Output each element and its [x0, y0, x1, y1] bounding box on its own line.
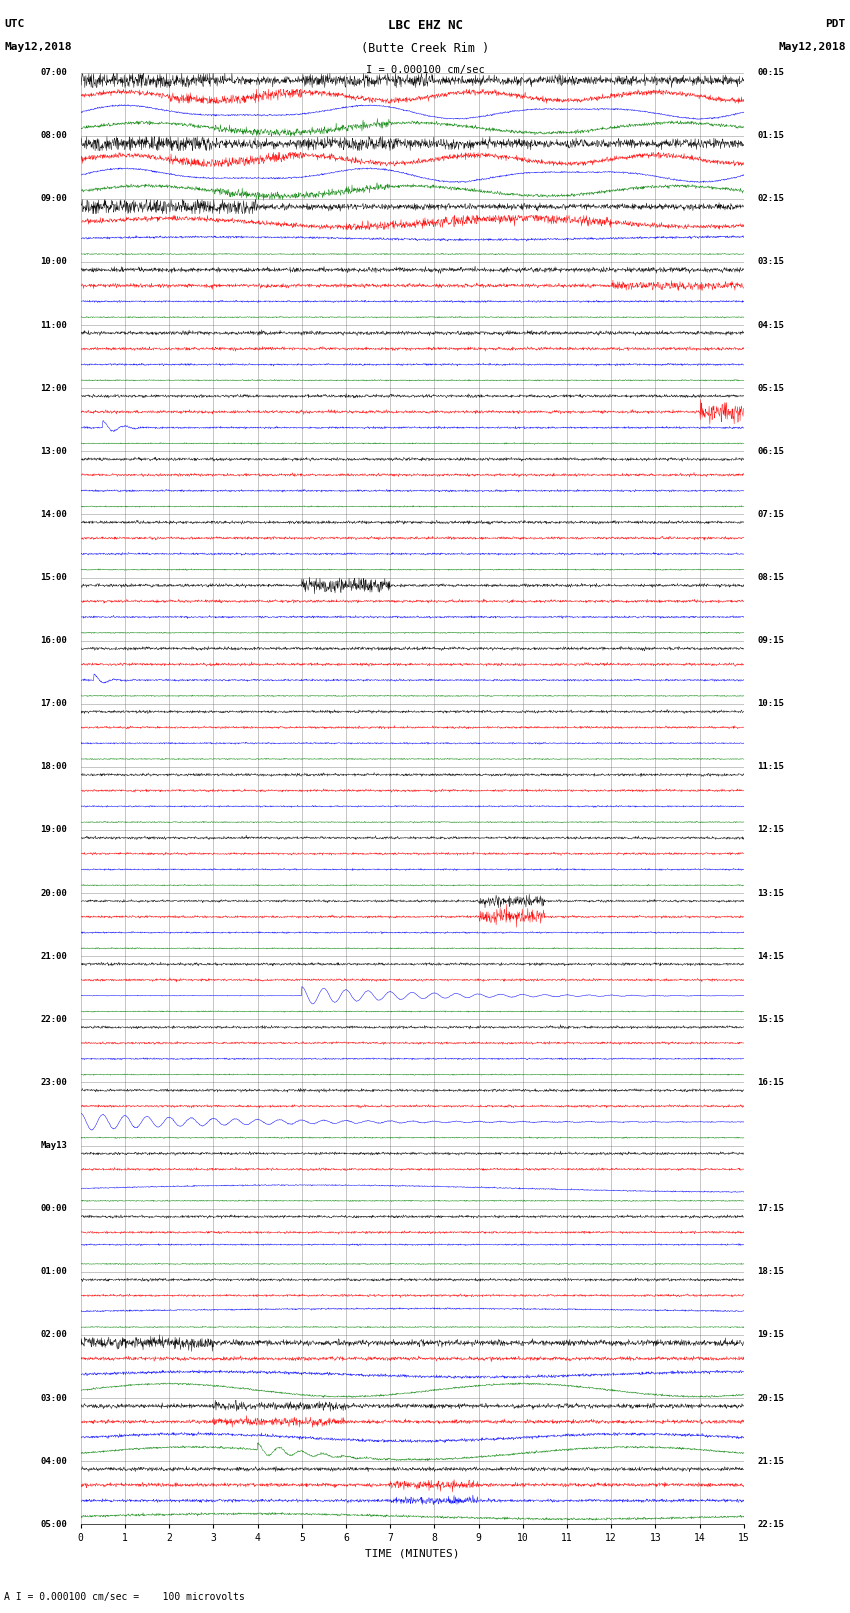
Text: 13:00: 13:00 — [41, 447, 67, 456]
Text: 06:15: 06:15 — [757, 447, 784, 456]
Text: 18:15: 18:15 — [757, 1268, 784, 1276]
Text: 03:15: 03:15 — [757, 258, 784, 266]
Text: 17:00: 17:00 — [41, 700, 67, 708]
Text: I = 0.000100 cm/sec: I = 0.000100 cm/sec — [366, 65, 484, 74]
Text: 08:00: 08:00 — [41, 131, 67, 140]
Text: 05:00: 05:00 — [41, 1519, 67, 1529]
Text: 08:15: 08:15 — [757, 573, 784, 582]
Text: 11:15: 11:15 — [757, 763, 784, 771]
Text: 20:00: 20:00 — [41, 889, 67, 897]
Text: 10:15: 10:15 — [757, 700, 784, 708]
Text: LBC EHZ NC: LBC EHZ NC — [388, 19, 462, 32]
Text: 02:15: 02:15 — [757, 194, 784, 203]
Text: 16:15: 16:15 — [757, 1077, 784, 1087]
Text: 01:15: 01:15 — [757, 131, 784, 140]
Text: 00:15: 00:15 — [757, 68, 784, 77]
Text: 14:00: 14:00 — [41, 510, 67, 519]
Text: 07:00: 07:00 — [41, 68, 67, 77]
Text: 15:00: 15:00 — [41, 573, 67, 582]
Text: 21:15: 21:15 — [757, 1457, 784, 1466]
Text: 13:15: 13:15 — [757, 889, 784, 897]
Text: 15:15: 15:15 — [757, 1015, 784, 1024]
Text: May13: May13 — [41, 1140, 67, 1150]
Text: 04:15: 04:15 — [757, 321, 784, 329]
Text: 09:00: 09:00 — [41, 194, 67, 203]
Text: A I = 0.000100 cm/sec =    100 microvolts: A I = 0.000100 cm/sec = 100 microvolts — [4, 1592, 245, 1602]
Text: 10:00: 10:00 — [41, 258, 67, 266]
Text: 04:00: 04:00 — [41, 1457, 67, 1466]
Text: PDT: PDT — [825, 19, 846, 29]
Text: 11:00: 11:00 — [41, 321, 67, 329]
Text: 16:00: 16:00 — [41, 636, 67, 645]
Text: 17:15: 17:15 — [757, 1205, 784, 1213]
Text: 09:15: 09:15 — [757, 636, 784, 645]
Text: 03:00: 03:00 — [41, 1394, 67, 1403]
Text: 21:00: 21:00 — [41, 952, 67, 961]
Text: 02:00: 02:00 — [41, 1331, 67, 1339]
Text: May12,2018: May12,2018 — [779, 42, 846, 52]
Text: May12,2018: May12,2018 — [4, 42, 71, 52]
Text: 22:00: 22:00 — [41, 1015, 67, 1024]
Text: (Butte Creek Rim ): (Butte Creek Rim ) — [361, 42, 489, 55]
X-axis label: TIME (MINUTES): TIME (MINUTES) — [365, 1548, 460, 1558]
Text: 07:15: 07:15 — [757, 510, 784, 519]
Text: 12:15: 12:15 — [757, 826, 784, 834]
Text: 20:15: 20:15 — [757, 1394, 784, 1403]
Text: 19:15: 19:15 — [757, 1331, 784, 1339]
Text: 01:00: 01:00 — [41, 1268, 67, 1276]
Text: 05:15: 05:15 — [757, 384, 784, 392]
Text: 23:00: 23:00 — [41, 1077, 67, 1087]
Text: UTC: UTC — [4, 19, 25, 29]
Text: 22:15: 22:15 — [757, 1519, 784, 1529]
Text: 12:00: 12:00 — [41, 384, 67, 392]
Text: 18:00: 18:00 — [41, 763, 67, 771]
Text: 00:00: 00:00 — [41, 1205, 67, 1213]
Text: 14:15: 14:15 — [757, 952, 784, 961]
Text: 19:00: 19:00 — [41, 826, 67, 834]
